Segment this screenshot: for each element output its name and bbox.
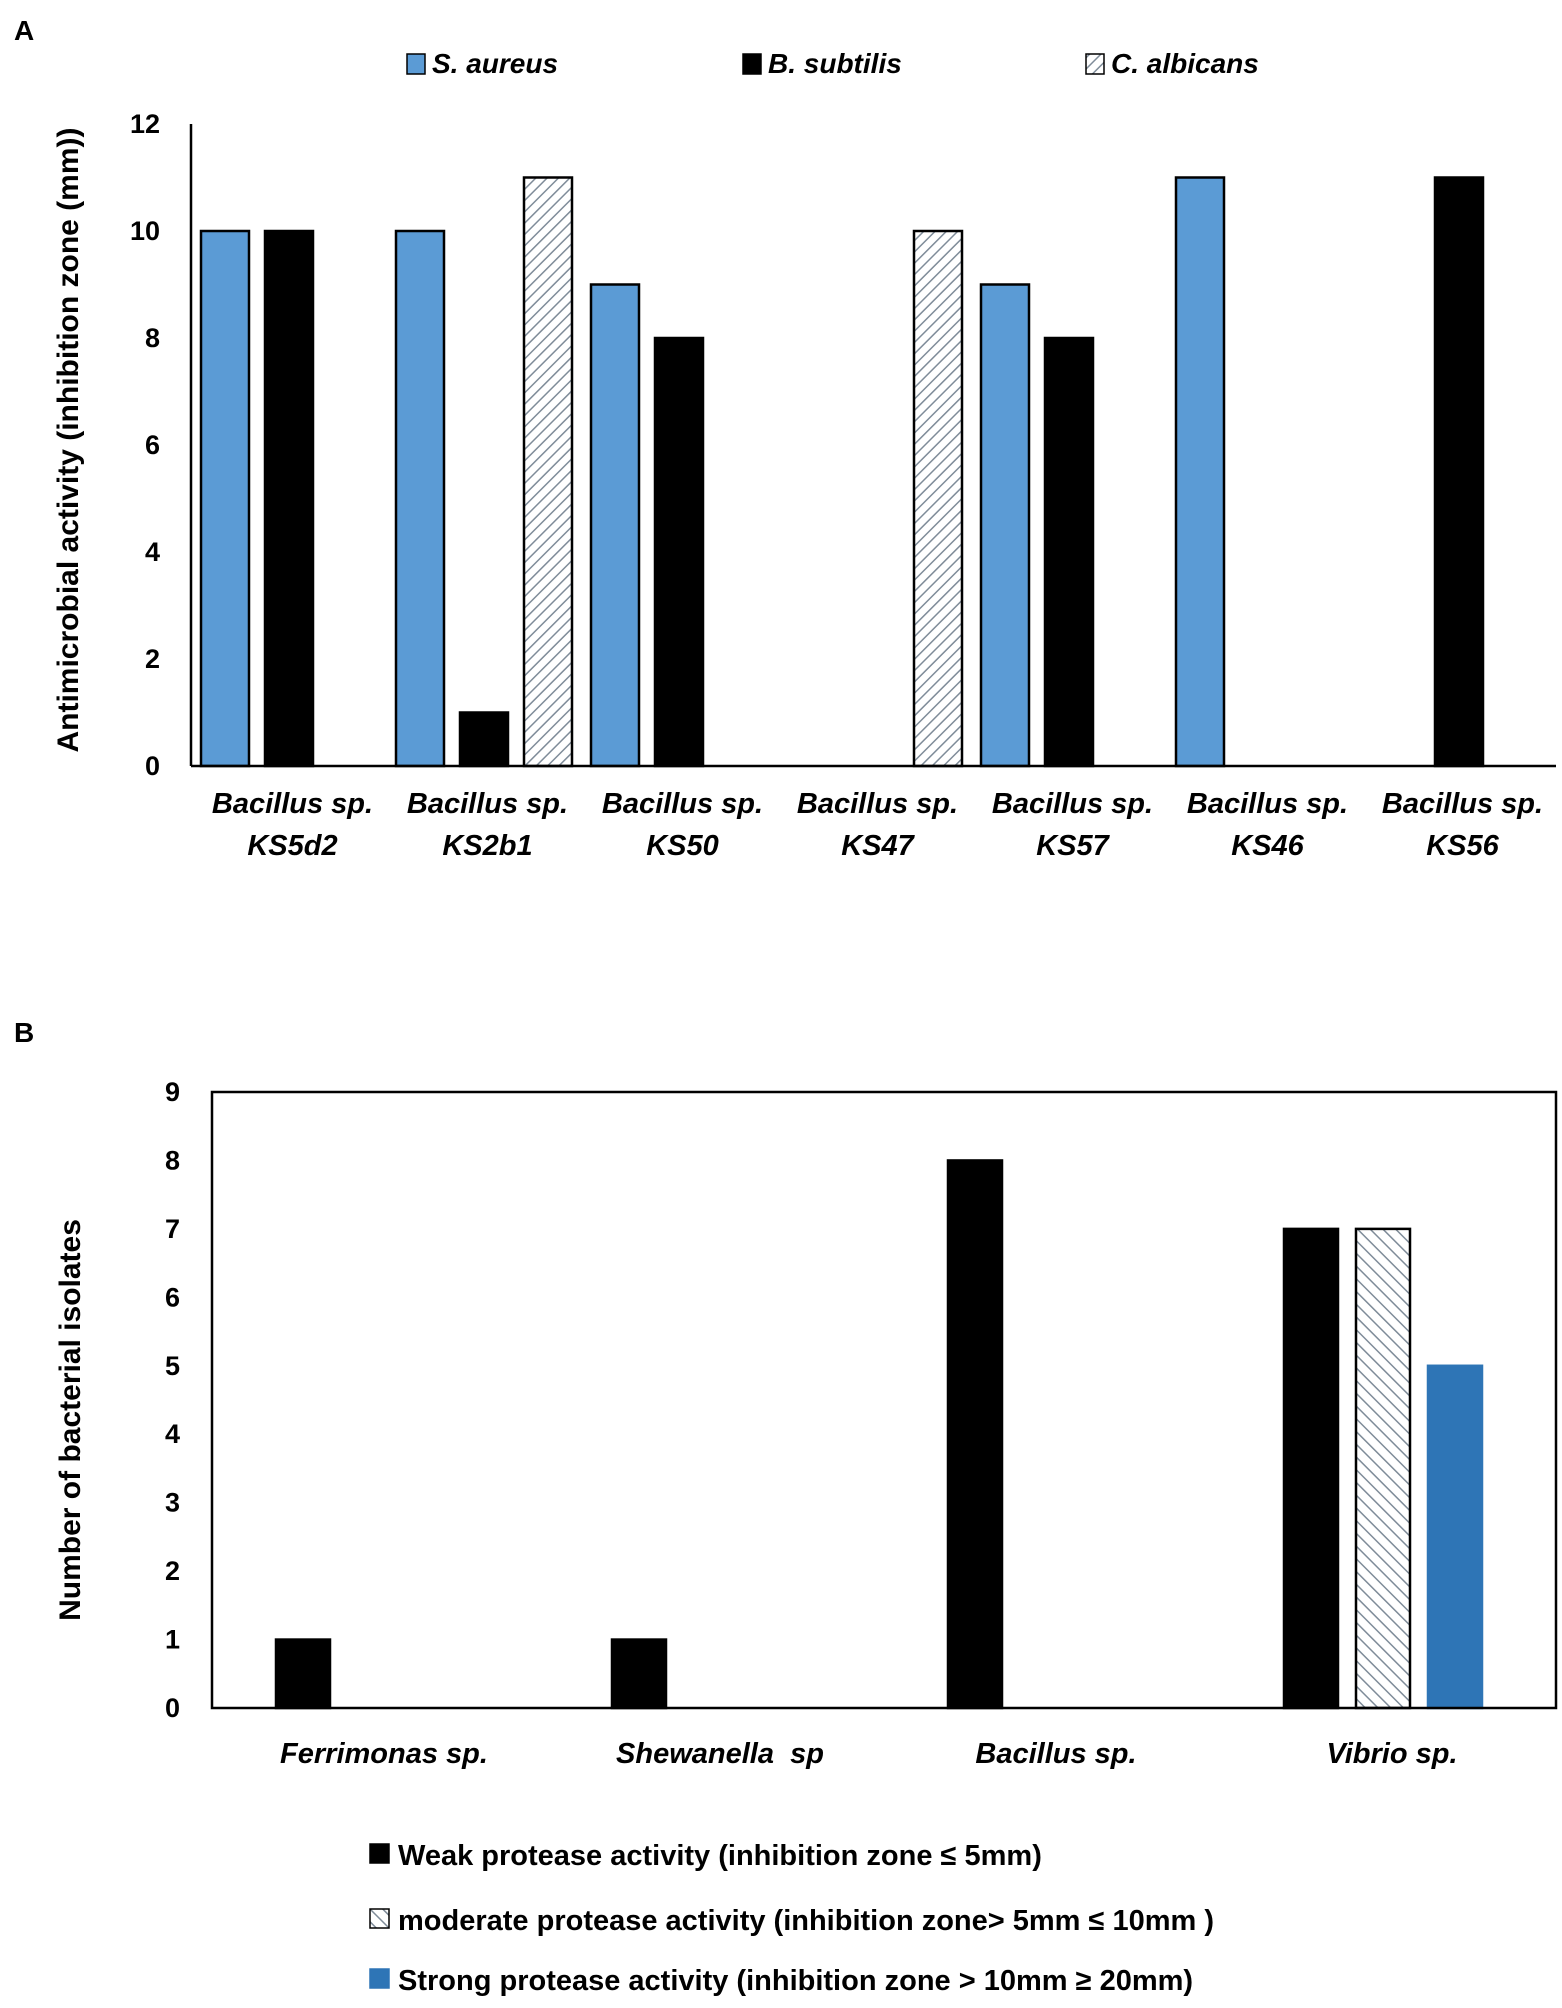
- panel-label-b: B: [14, 1017, 34, 1048]
- bar-strong: [1426, 1364, 1484, 1710]
- y-tick-label: 4: [145, 537, 160, 567]
- legend-label-s-aureus: S. aureus: [432, 48, 558, 79]
- y-tick-label: 6: [145, 430, 160, 460]
- category-label: Bacillus sp.: [975, 1738, 1136, 1770]
- category-label: Bacillus sp.: [212, 788, 373, 820]
- category-label-strain: KS50: [646, 830, 719, 862]
- bar-s-aureus: [979, 283, 1031, 768]
- category-label: Bacillus sp.: [602, 788, 763, 820]
- legend-label-b-subtilis: B. subtilis: [768, 48, 902, 79]
- bar-weak: [610, 1638, 668, 1710]
- bar-weak: [274, 1638, 332, 1710]
- y-tick-label: 12: [130, 109, 160, 139]
- legend-label-strong: Strong protease activity (inhibition zon…: [398, 1965, 1193, 1997]
- bar-c-albicans: [522, 176, 574, 768]
- legend-label-weak: Weak protease activity (inhibition zone …: [398, 1840, 1042, 1872]
- bar-b-subtilis: [458, 711, 510, 768]
- legend-swatch-moderate: [369, 1908, 390, 1929]
- bar-b-subtilis: [1433, 176, 1485, 768]
- legend-a: S. aureus B. subtilis C. albicans: [406, 48, 1259, 79]
- category-label-strain: KS47: [841, 830, 915, 862]
- bar-moderate: [1354, 1227, 1412, 1710]
- category-label-strain: KS57: [1036, 830, 1110, 862]
- category-label: Bacillus sp.: [1187, 788, 1348, 820]
- y-tick-label: 1: [165, 1625, 180, 1655]
- category-label: Shewanella sp: [616, 1738, 824, 1770]
- categories-a: Bacillus sp. KS5d2 Bacillus sp. KS2b1 Bacill…: [212, 788, 1543, 862]
- category-label: Bacillus sp.: [1382, 788, 1543, 820]
- legend-b: Weak protease activity (inhibition zone …: [369, 1840, 1214, 1997]
- bars-a: [199, 176, 1485, 768]
- bar-s-aureus: [199, 229, 251, 768]
- bars-b: [274, 1159, 1484, 1710]
- category-label-strain: KS2b1: [442, 830, 532, 862]
- y-tick-label: 8: [145, 323, 160, 353]
- y-ticks-b: 0 1 2 3 4 5 6 7 8 9: [165, 1077, 180, 1723]
- y-tick-label: 10: [130, 216, 160, 246]
- category-label: Bacillus sp.: [992, 788, 1153, 820]
- bar-weak: [1282, 1227, 1340, 1710]
- category-label-strain: KS5d2: [247, 830, 337, 862]
- y-tick-label: 0: [145, 751, 160, 781]
- y-axis-label-a: Antimicrobial activity (inhibition zone …: [52, 127, 85, 752]
- plot-frame-b: [210, 1090, 1558, 1710]
- y-ticks-a: 0 2 4 6 8 10 12: [130, 109, 160, 781]
- y-tick-label: 7: [165, 1214, 180, 1244]
- bar-s-aureus: [1174, 176, 1226, 768]
- legend-label-moderate: moderate protease activity (inhibition z…: [398, 1905, 1214, 1937]
- legend-swatch-c-albicans: [1085, 53, 1105, 75]
- panel-label-a: A: [14, 15, 34, 46]
- y-tick-label: 6: [165, 1282, 180, 1312]
- y-tick-label: 8: [165, 1145, 180, 1175]
- category-label: Vibrio sp.: [1326, 1738, 1457, 1770]
- category-label: Bacillus sp.: [797, 788, 958, 820]
- legend-swatch-weak: [369, 1843, 390, 1864]
- legend-swatch-s-aureus: [406, 53, 426, 75]
- category-label: Ferrimonas sp.: [280, 1738, 488, 1770]
- legend-label-c-albicans: C. albicans: [1111, 48, 1259, 79]
- y-axis-label-b: Number of bacterial isolates: [54, 1219, 87, 1621]
- legend-swatch-strong: [369, 1968, 390, 1989]
- bar-weak: [946, 1159, 1004, 1710]
- y-tick-label: 2: [165, 1556, 180, 1586]
- y-tick-label: 3: [165, 1488, 180, 1518]
- categories-b: Ferrimonas sp. Shewanella sp Bacillus sp. V…: [280, 1738, 1457, 1770]
- bar-s-aureus: [394, 229, 446, 768]
- y-tick-label: 5: [165, 1351, 180, 1381]
- bar-b-subtilis: [1043, 336, 1095, 768]
- y-tick-label: 4: [165, 1419, 180, 1449]
- category-label: Bacillus sp.: [407, 788, 568, 820]
- bar-b-subtilis: [263, 229, 315, 768]
- bar-s-aureus: [589, 283, 641, 768]
- category-label-strain: KS56: [1426, 830, 1499, 862]
- bar-c-albicans: [912, 229, 964, 768]
- y-tick-label: 2: [145, 644, 160, 674]
- legend-swatch-b-subtilis: [742, 53, 762, 75]
- y-tick-label: 9: [165, 1077, 180, 1107]
- category-label-strain: KS46: [1231, 830, 1304, 862]
- bar-b-subtilis: [653, 336, 705, 768]
- y-tick-label: 0: [165, 1693, 180, 1723]
